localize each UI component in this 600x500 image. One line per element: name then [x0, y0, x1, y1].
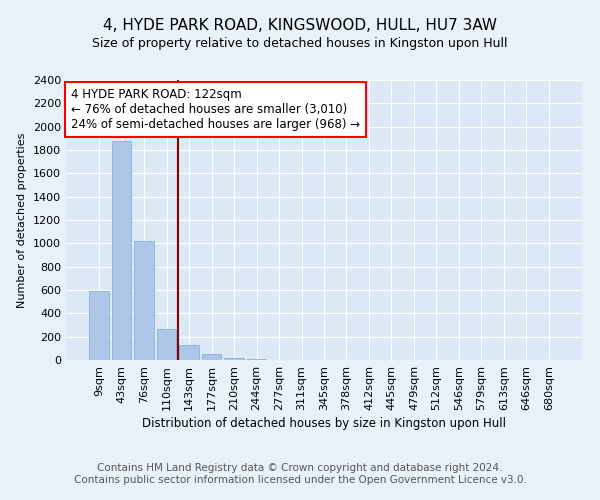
Text: Contains HM Land Registry data © Crown copyright and database right 2024.
Contai: Contains HM Land Registry data © Crown c…: [74, 464, 526, 485]
Y-axis label: Number of detached properties: Number of detached properties: [17, 132, 28, 308]
Text: Size of property relative to detached houses in Kingston upon Hull: Size of property relative to detached ho…: [92, 38, 508, 51]
Bar: [89, 291, 109, 360]
Text: 4 HYDE PARK ROAD: 122sqm
← 76% of detached houses are smaller (3,010)
24% of sem: 4 HYDE PARK ROAD: 122sqm ← 76% of detach…: [71, 88, 360, 132]
Bar: [202, 354, 221, 360]
X-axis label: Distribution of detached houses by size in Kingston upon Hull: Distribution of detached houses by size …: [142, 417, 506, 430]
Bar: [134, 241, 154, 360]
Bar: [157, 328, 176, 360]
Bar: [179, 345, 199, 360]
Bar: [224, 358, 244, 360]
Text: 4, HYDE PARK ROAD, KINGSWOOD, HULL, HU7 3AW: 4, HYDE PARK ROAD, KINGSWOOD, HULL, HU7 …: [103, 18, 497, 32]
Bar: [247, 359, 266, 360]
Bar: [112, 140, 131, 360]
